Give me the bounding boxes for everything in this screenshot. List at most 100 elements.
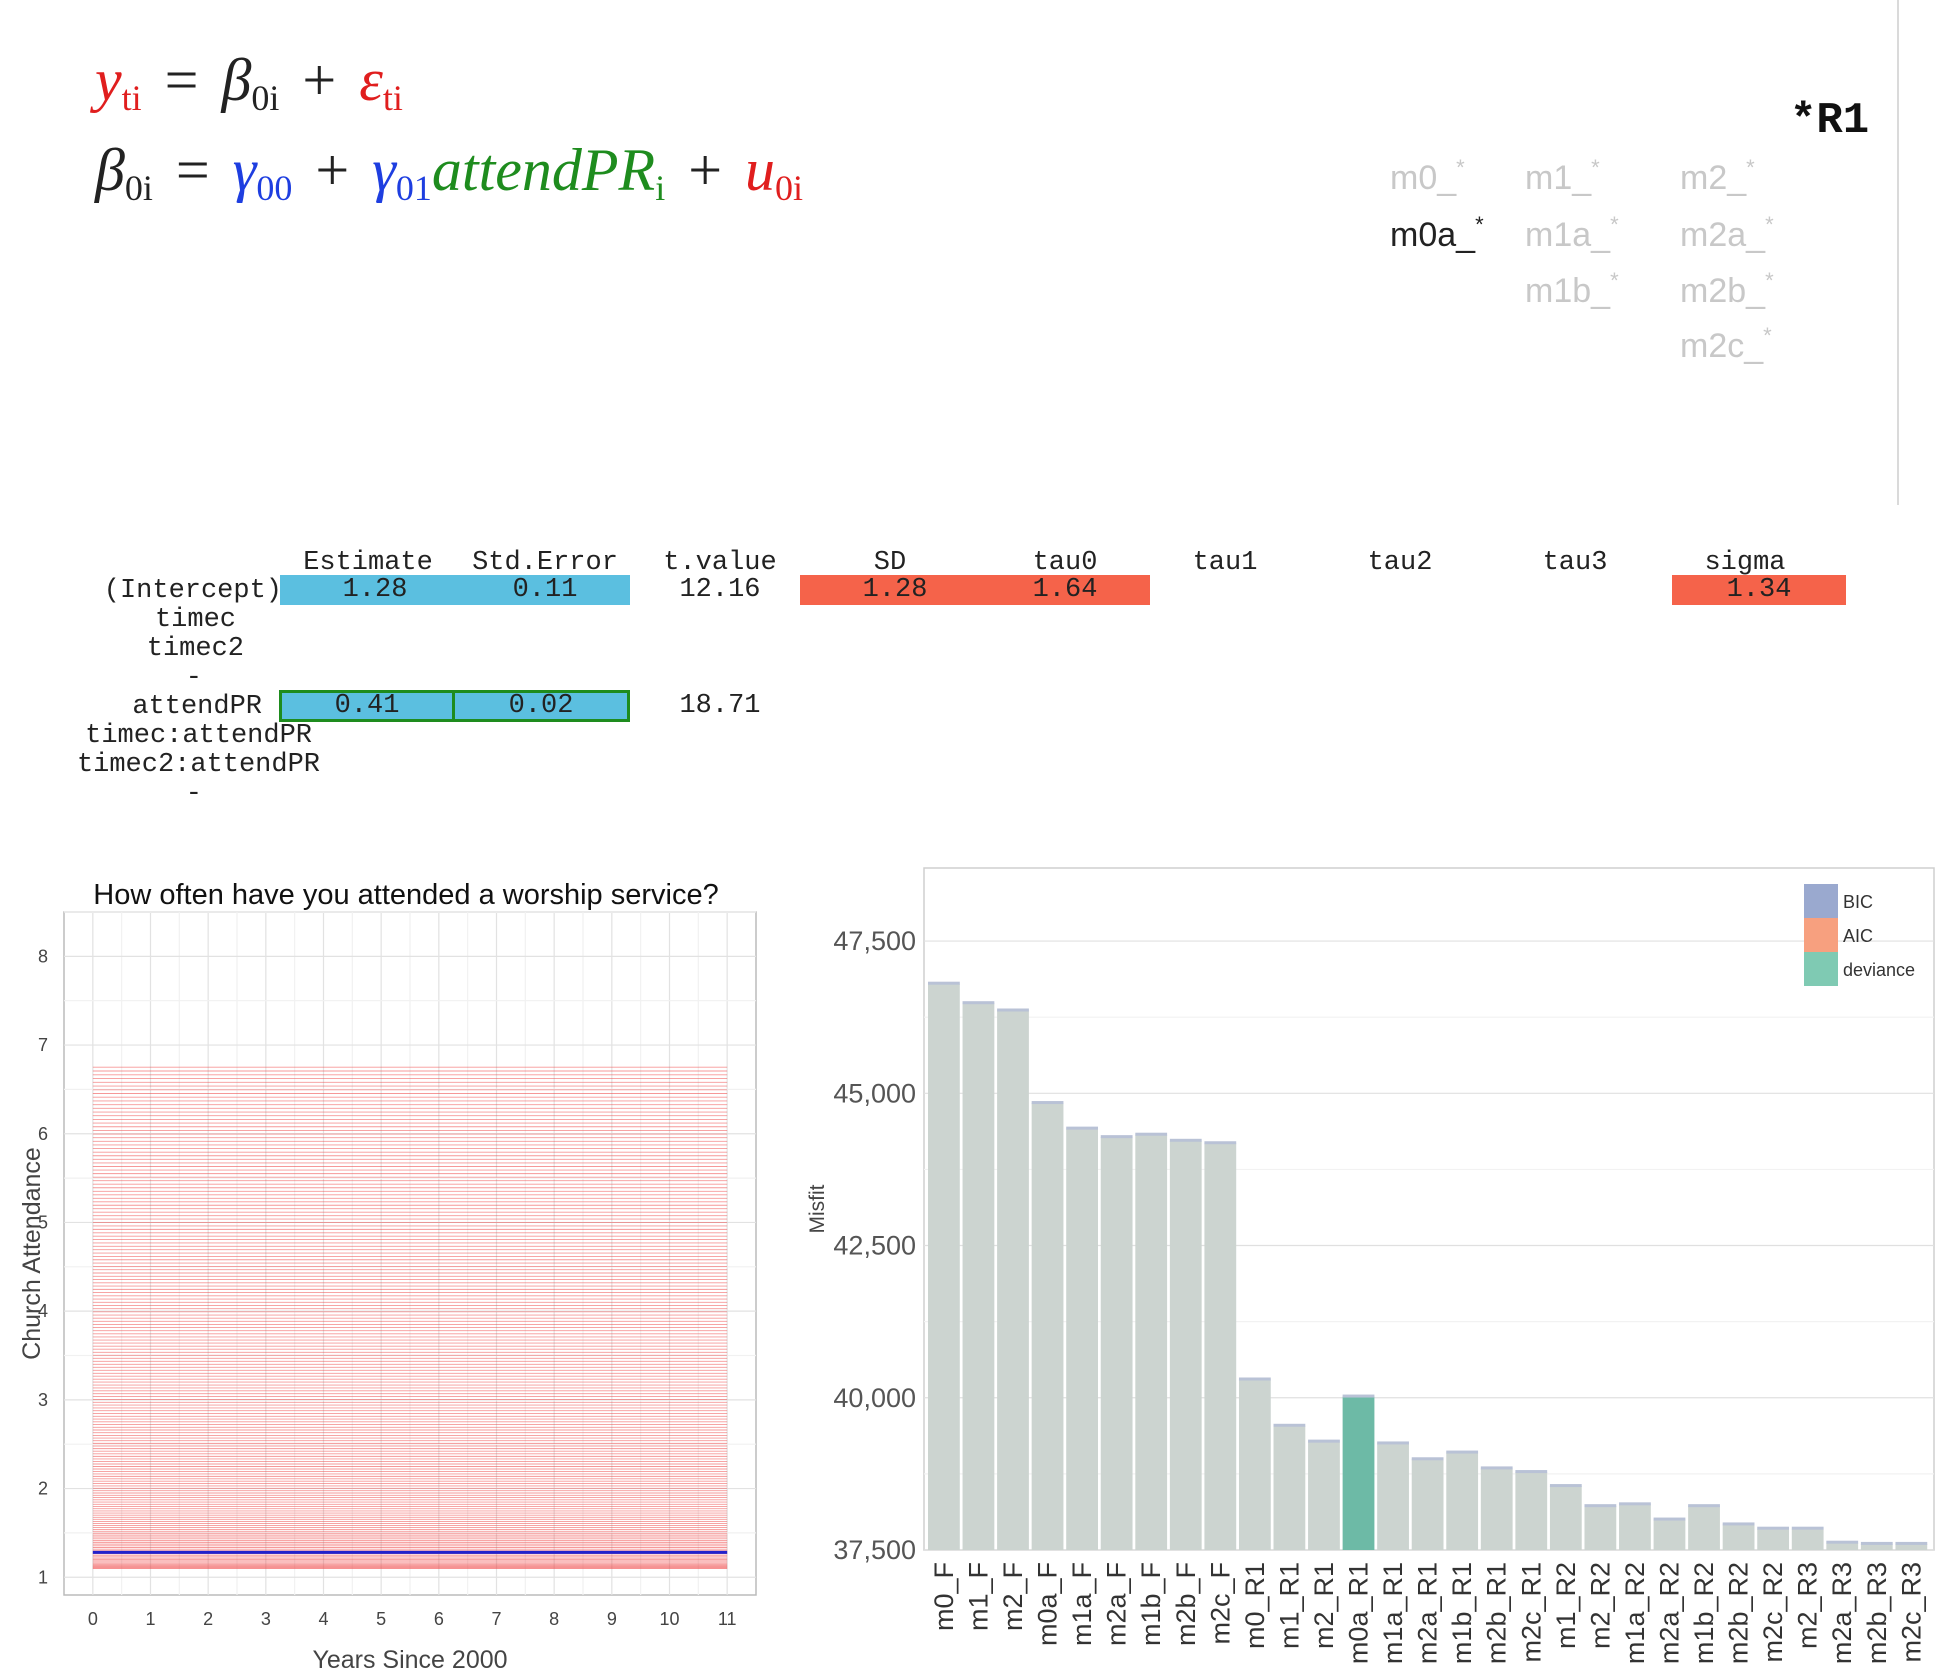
table-row-label: (Intercept)	[103, 576, 282, 606]
x-tick-label: m1_R2	[1551, 1562, 1581, 1649]
model-option-m1a[interactable]: m1a_*	[1525, 212, 1619, 254]
y-tick-label: 7	[38, 1035, 48, 1055]
bar-m2a-r1	[1411, 1459, 1444, 1550]
model-option-m1b[interactable]: m1b_*	[1525, 268, 1619, 310]
bar-m1-f	[962, 1003, 995, 1550]
x-tick-label: 0	[88, 1609, 98, 1629]
x-tick-label: m2b_R1	[1482, 1562, 1512, 1664]
table-header-sd: SD	[873, 548, 907, 578]
intercept-estimate: 1.28	[342, 575, 408, 605]
divider	[1897, 0, 1899, 505]
x-tick-label: m1a_F	[1067, 1562, 1097, 1646]
bar-m1a-r1	[1377, 1443, 1409, 1550]
x-tick-label: m2_R3	[1793, 1562, 1823, 1649]
bar-bic-cap	[1791, 1526, 1824, 1530]
bar-bic-cap	[1515, 1470, 1548, 1474]
y-tick-label: 37,500	[833, 1535, 916, 1565]
model-option-m2a[interactable]: m2a_*	[1680, 212, 1774, 254]
eq2-gamma00: γ00	[232, 137, 293, 208]
x-tick-label: m2_R1	[1309, 1562, 1339, 1649]
x-tick-label: m1_R1	[1274, 1562, 1304, 1649]
bar-m2-r1	[1308, 1441, 1340, 1550]
x-tick-label: m2a_R1	[1413, 1562, 1443, 1664]
model-option-m0[interactable]: m0_*	[1390, 155, 1465, 197]
y-tick-label: 2	[38, 1479, 48, 1499]
x-tick-label: m1a_R1	[1378, 1562, 1408, 1664]
x-tick-label: m2b_F	[1171, 1562, 1201, 1646]
x-tick-label: m2a_R3	[1827, 1562, 1857, 1664]
bar-m2a-f	[1100, 1137, 1133, 1550]
eq2-u: u0i	[745, 137, 804, 208]
bar-m2b-r2	[1722, 1524, 1755, 1550]
x-tick-label: 6	[434, 1609, 444, 1629]
x-tick-label: m2c_R3	[1896, 1562, 1926, 1663]
table-header-tau0: tau0	[1032, 548, 1098, 578]
bar-m2-r3	[1791, 1528, 1824, 1550]
legend-label-bic: BIC	[1843, 892, 1873, 912]
x-tick-label: 10	[659, 1609, 679, 1629]
bar-m1b-r1	[1446, 1452, 1479, 1550]
table-row-label: -	[185, 663, 202, 693]
x-tick-label: m1b_R1	[1447, 1562, 1477, 1664]
x-tick-label: m1b_R2	[1689, 1562, 1719, 1664]
model-option-m0a[interactable]: m0a_*	[1390, 212, 1484, 254]
x-tick-label: m1b_F	[1136, 1562, 1166, 1646]
x-tick-label: 4	[318, 1609, 328, 1629]
legend-swatch-deviance	[1804, 952, 1838, 986]
bar-bic-cap	[1342, 1394, 1375, 1398]
x-tick-label: m2c_R1	[1516, 1562, 1546, 1663]
misfit-bar-chart: m0_F m1_F m2_F m0a_F m1a_F m2a_F m1b_F m2b_F m2c…	[806, 867, 1935, 1664]
x-tick-label: 5	[376, 1609, 386, 1629]
bar-m1-r2	[1549, 1486, 1582, 1550]
x-tick-label: 9	[607, 1609, 617, 1629]
y-tick-label: 45,000	[833, 1078, 916, 1108]
bar-m2b-r3	[1860, 1543, 1893, 1550]
bar-m2a-r2	[1653, 1519, 1686, 1550]
bar-bic-cap	[1584, 1504, 1617, 1508]
y-tick-label: 8	[38, 946, 48, 966]
bar-bic-cap	[928, 981, 960, 985]
bar-m2-f	[997, 1010, 1029, 1550]
x-tick-label: 11	[718, 1609, 737, 1629]
bar-bic-cap	[1204, 1141, 1237, 1145]
bar-m2c-r2	[1757, 1528, 1790, 1550]
bar-bic-cap	[1619, 1502, 1651, 1506]
intercept-estimate-bg	[280, 575, 630, 605]
bar-m2c-f	[1204, 1143, 1237, 1550]
bar-m1-r1	[1273, 1425, 1306, 1550]
model-option-m2b[interactable]: m2b_*	[1680, 268, 1774, 310]
bar-m2b-f	[1169, 1140, 1202, 1550]
legend-label-deviance: deviance	[1843, 960, 1915, 980]
intercept-t-value: 12.16	[679, 575, 761, 605]
bar-bic-cap	[1031, 1101, 1064, 1105]
bar-m2-r2	[1584, 1506, 1617, 1550]
bar-bic-cap	[1446, 1450, 1479, 1454]
bar-bic-cap	[1549, 1484, 1582, 1488]
intercept-std-error: 0.11	[512, 575, 578, 605]
bar-m2c-r1	[1515, 1472, 1548, 1550]
attendpr-estimate: 0.41	[279, 690, 455, 722]
bar-bic-cap	[1135, 1132, 1168, 1136]
table-header-estimate: Estimate	[303, 548, 433, 578]
x-tick-label: m2a_R2	[1654, 1562, 1684, 1664]
intercept-sigma: 1.34	[1672, 575, 1846, 605]
x-tick-label: m2_R2	[1585, 1562, 1615, 1649]
model-option-m1[interactable]: m1_*	[1525, 155, 1600, 197]
x-tick-label: m0a_R1	[1344, 1562, 1374, 1664]
bar-bic-cap	[1688, 1504, 1720, 1508]
x-tick-label: 1	[145, 1609, 155, 1629]
eq1-y: yti	[95, 47, 142, 118]
table-header-t-value: t.value	[663, 548, 777, 578]
table-header-std-error: Std.Error	[472, 548, 618, 578]
y-tick-label: 42,500	[833, 1231, 916, 1261]
model-option-m2c[interactable]: m2c_*	[1680, 323, 1772, 365]
model-option-m2[interactable]: m2_*	[1680, 155, 1755, 197]
bar-m1a-r2	[1619, 1504, 1651, 1550]
x-tick-label: 3	[261, 1609, 271, 1629]
model-group-label: *R1	[1790, 96, 1870, 146]
legend-swatch-bic	[1804, 884, 1838, 918]
bar-m0a-r1	[1342, 1396, 1375, 1550]
x-tick-label: m2_F	[998, 1562, 1028, 1631]
bar-bic-cap	[1653, 1517, 1686, 1521]
